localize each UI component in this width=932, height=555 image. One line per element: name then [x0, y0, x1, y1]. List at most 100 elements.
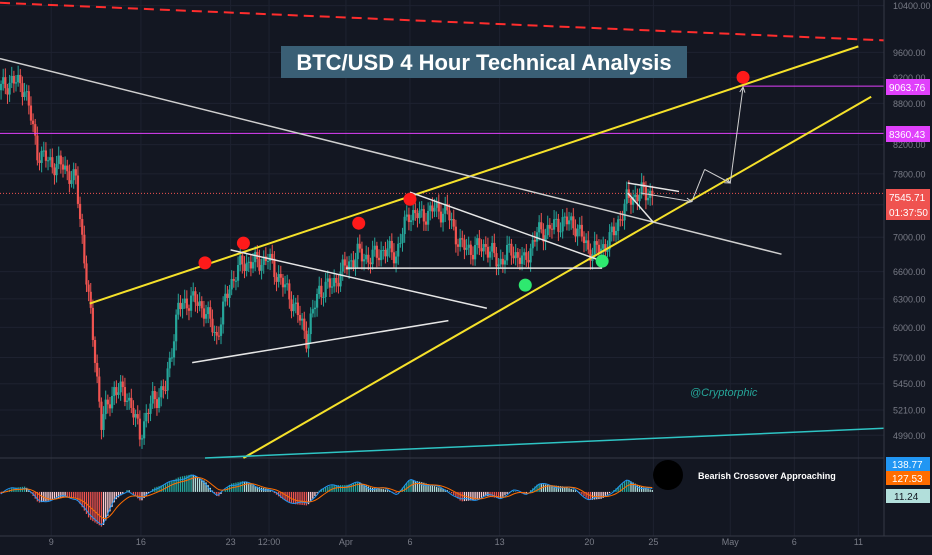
trendline-lower-channel [242, 95, 872, 459]
projection-segment [729, 86, 744, 184]
candle-body [362, 259, 366, 262]
x-tick-label: 16 [136, 537, 146, 547]
badge-level-mid [886, 126, 930, 142]
candle-body [224, 293, 227, 302]
candle-body [461, 238, 464, 240]
candle-body [333, 277, 336, 287]
marker-red [352, 216, 366, 230]
title-box: BTC/USD 4 Hour Technical Analysis [281, 46, 687, 78]
candle-body [377, 257, 381, 261]
candle-body [143, 421, 146, 439]
candle-body [226, 293, 229, 298]
candle-body [70, 180, 73, 184]
candle-body [64, 165, 67, 170]
candle-body [102, 414, 105, 430]
candle-body [130, 397, 133, 408]
candle-body [53, 167, 56, 176]
candle-body [57, 155, 60, 164]
candle-body [478, 238, 481, 249]
candle-body [315, 294, 319, 308]
candle-body [286, 283, 289, 285]
candle-body [239, 255, 242, 266]
candle-body [2, 77, 5, 84]
candle-body [234, 280, 238, 282]
candle-body [140, 438, 144, 440]
projection-segment [640, 192, 692, 203]
candle-body [572, 216, 575, 229]
candle-body [113, 387, 116, 397]
projection-path [640, 85, 746, 204]
candle-body [399, 242, 402, 244]
candle-body [215, 331, 218, 336]
candle-body [642, 182, 645, 188]
candle-body [128, 397, 131, 401]
badge-level-high [886, 79, 930, 95]
crossover-annotation: Bearish Crossover Approaching [698, 471, 836, 481]
candle-body [275, 277, 278, 282]
candle-body [74, 169, 77, 176]
candle-body [508, 243, 511, 245]
candle-body [473, 245, 477, 260]
candle-body [243, 264, 246, 271]
candle-body [405, 214, 408, 217]
candle-body [187, 308, 191, 311]
candle-body [247, 261, 250, 263]
trendline-teal-base [204, 427, 885, 459]
candle-body [147, 412, 150, 414]
candle-body [435, 201, 438, 208]
candle-body [538, 222, 541, 233]
candle-body [582, 236, 586, 244]
candle-body [322, 296, 325, 298]
candle-body [59, 155, 62, 165]
candle-body [576, 228, 579, 237]
y-tick-label: 7000.00 [893, 233, 926, 243]
candle-body [529, 248, 532, 263]
candle-body [298, 315, 302, 321]
candle-body [217, 335, 220, 337]
candle-body [559, 231, 562, 233]
candle-body [367, 254, 370, 263]
badge-hist [886, 489, 930, 503]
candle-body [523, 252, 526, 256]
candle-body [553, 219, 556, 230]
candle-body [578, 224, 581, 229]
candle-body [83, 234, 86, 264]
candle-body [153, 391, 156, 400]
candle-body [309, 313, 312, 335]
candle-body [424, 221, 428, 225]
candle-body [354, 259, 357, 268]
candle-body [313, 307, 317, 310]
candle-body [222, 301, 225, 325]
candle-body [503, 260, 507, 265]
candle-body [23, 92, 26, 97]
candle-body [17, 74, 20, 83]
candle-body [433, 207, 436, 212]
candle-body [629, 197, 633, 205]
candle-body [491, 242, 494, 252]
candle-body [111, 396, 114, 409]
candle-body [392, 252, 396, 264]
y-tick-label: 5450.00 [893, 379, 926, 389]
trendline-flag-upper [409, 191, 603, 262]
candle-body [288, 283, 291, 300]
candle-body [352, 260, 355, 268]
candle-body [66, 165, 69, 172]
candle-body [294, 302, 297, 305]
candle-body [211, 318, 214, 333]
candle-body [61, 164, 65, 170]
candle-body [651, 190, 654, 197]
candle-body [565, 216, 569, 225]
candle-body [269, 253, 272, 262]
candle-body [21, 83, 24, 97]
candle-body [484, 244, 487, 247]
candle-body [382, 249, 385, 251]
candle-body [91, 307, 94, 340]
candle-body [533, 240, 536, 242]
trendline-wedge-lower [192, 319, 449, 364]
candle-body [121, 381, 124, 388]
candle-body [337, 282, 340, 287]
candle-body [585, 240, 588, 244]
candle-body [418, 210, 421, 219]
candle-body [179, 302, 182, 310]
candle-body [429, 205, 432, 211]
